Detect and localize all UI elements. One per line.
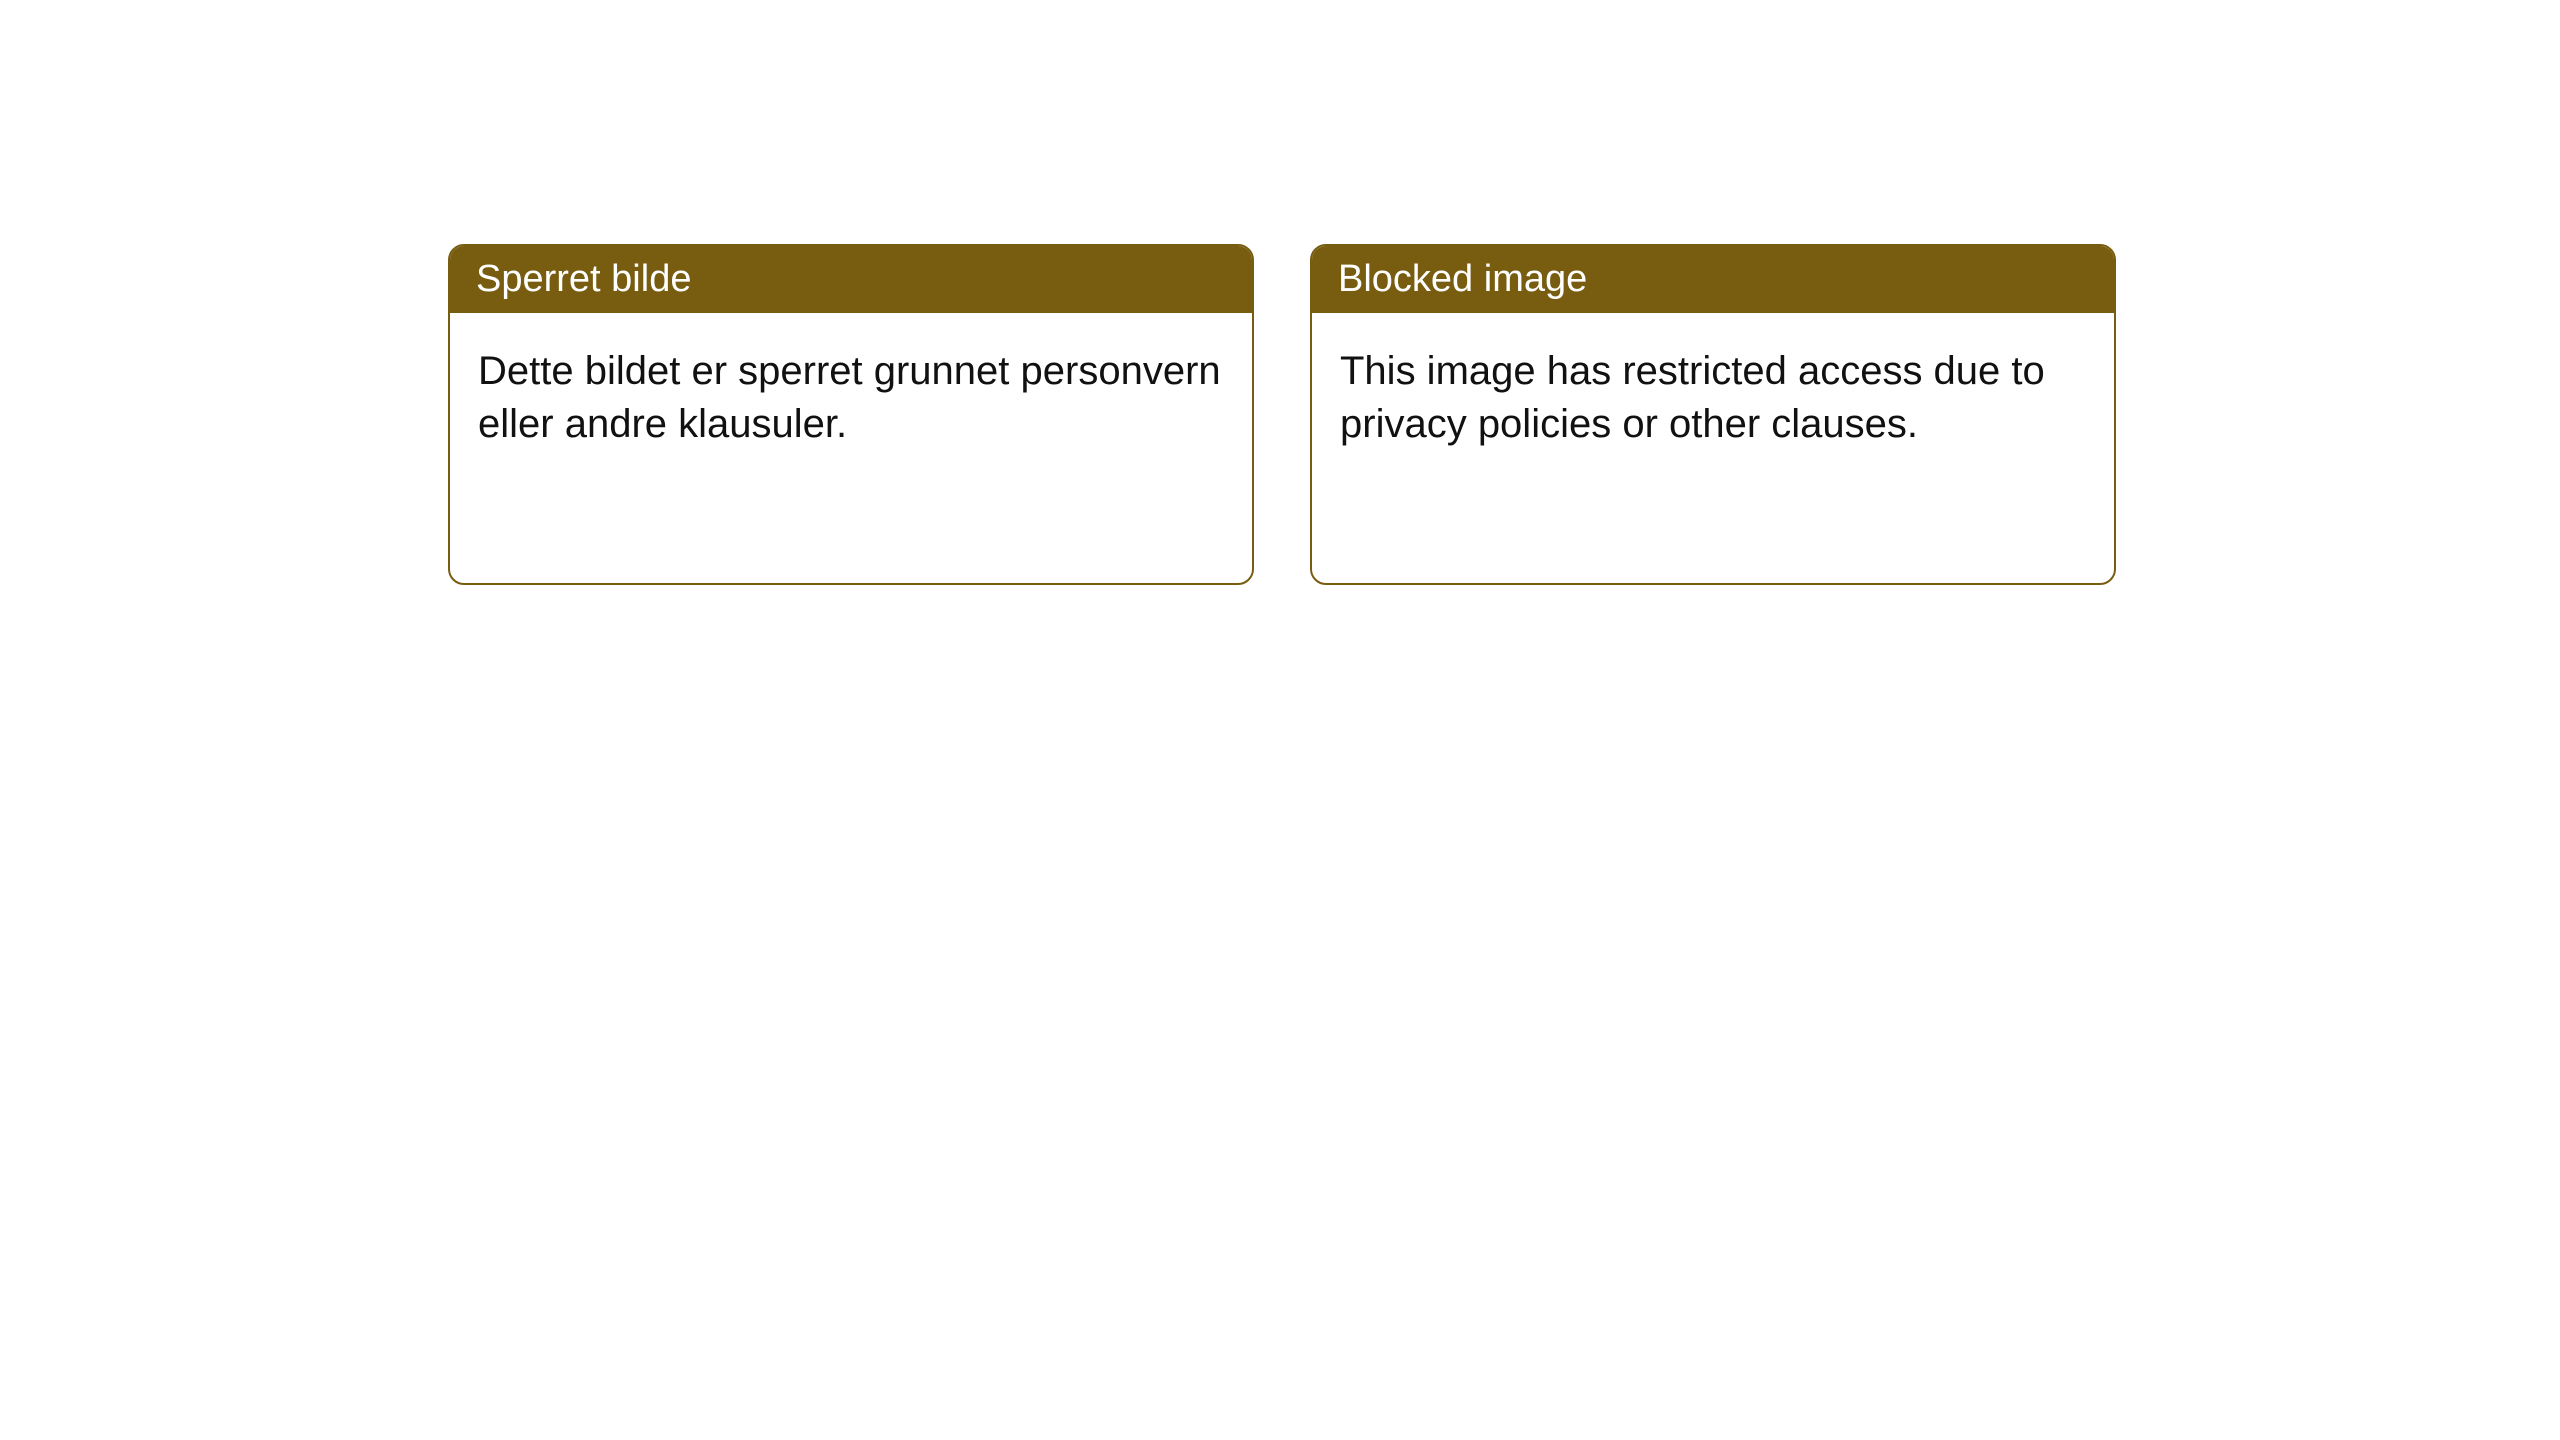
notice-container: Sperret bilde Dette bildet er sperret gr… [0, 0, 2560, 585]
card-title: Blocked image [1338, 258, 1587, 300]
card-header: Blocked image [1312, 246, 2114, 313]
blocked-image-card-no: Sperret bilde Dette bildet er sperret gr… [448, 244, 1254, 585]
blocked-image-card-en: Blocked image This image has restricted … [1310, 244, 2116, 585]
card-message: Dette bildet er sperret grunnet personve… [478, 349, 1221, 446]
card-message: This image has restricted access due to … [1340, 349, 2045, 446]
card-header: Sperret bilde [450, 246, 1252, 313]
card-body: Dette bildet er sperret grunnet personve… [450, 313, 1252, 583]
card-body: This image has restricted access due to … [1312, 313, 2114, 583]
card-title: Sperret bilde [476, 258, 691, 300]
